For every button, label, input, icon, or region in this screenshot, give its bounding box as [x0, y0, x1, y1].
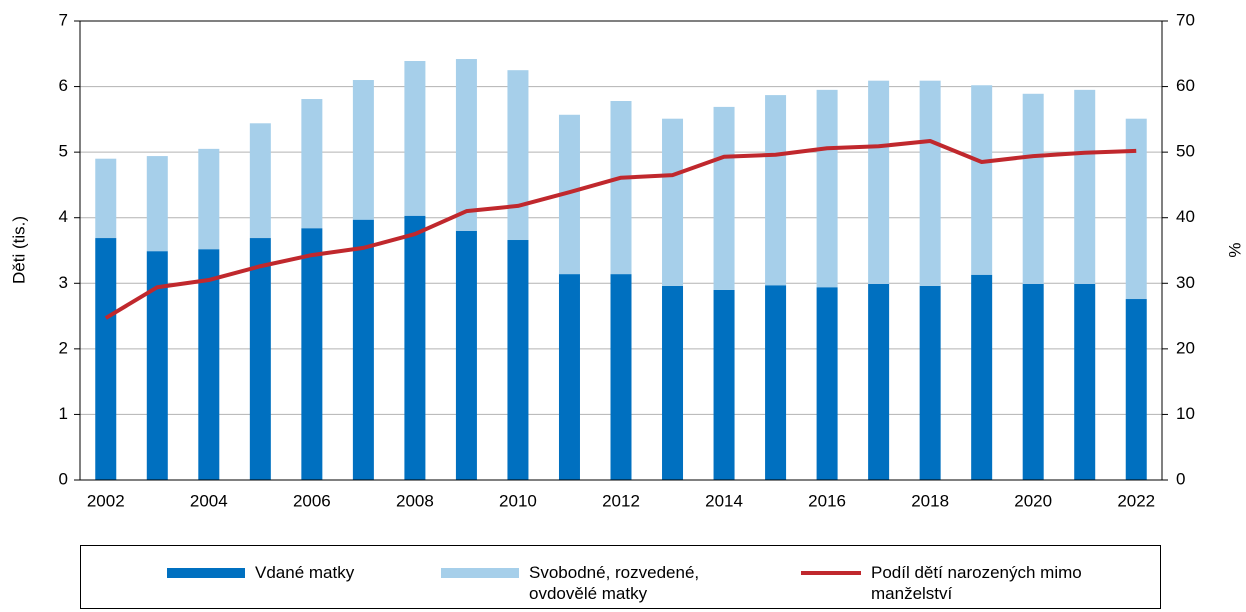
- y-tick-label: 3: [59, 273, 68, 292]
- bar: [662, 285, 684, 480]
- chart: Děti (tis.) % 01234567010203040506070200…: [9, 10, 1244, 510]
- x-tick-label: 2008: [396, 491, 434, 510]
- x-tick-label: 2012: [602, 491, 640, 510]
- bar: [455, 59, 477, 231]
- bar: [713, 106, 735, 290]
- bar: [1074, 283, 1096, 480]
- bar: [765, 95, 787, 286]
- bar: [198, 148, 220, 250]
- bar: [352, 219, 374, 480]
- bar: [919, 285, 941, 480]
- y2-tick-label: 40: [1176, 207, 1195, 226]
- x-tick-label: 2014: [705, 491, 743, 510]
- legend-label: Vdané matky: [255, 563, 355, 582]
- bar: [1125, 299, 1147, 480]
- bar: [507, 70, 529, 241]
- bar: [713, 289, 735, 480]
- legend-swatch: [167, 568, 245, 578]
- bar: [95, 238, 117, 480]
- y-axis-title: Děti (tis.): [9, 216, 28, 284]
- x-tick-label: 2010: [499, 491, 537, 510]
- bar: [971, 85, 993, 275]
- legend-item: Podíl dětí narozených mimo manželství: [801, 562, 1101, 604]
- line: [104, 138, 1137, 320]
- bar: [919, 80, 941, 286]
- bar: [868, 283, 890, 480]
- y2-tick-label: 30: [1176, 273, 1195, 292]
- legend-label: Podíl dětí narozených mimo manželství: [871, 563, 1082, 603]
- x-tick-label: 2004: [190, 491, 228, 510]
- bar: [146, 156, 168, 252]
- bar: [1125, 118, 1147, 300]
- bar: [404, 215, 426, 481]
- legend-item: Vdané matky: [167, 562, 475, 583]
- x-tick-label: 2006: [293, 491, 331, 510]
- bar: [198, 249, 220, 480]
- bar: [352, 80, 374, 220]
- plot-frame: [79, 20, 1163, 481]
- bar: [765, 285, 787, 480]
- y2-tick-label: 60: [1176, 76, 1195, 95]
- bar: [1022, 93, 1044, 284]
- bar: [301, 228, 323, 480]
- y2-tick-label: 10: [1176, 404, 1195, 423]
- bar: [1022, 283, 1044, 480]
- y2-tick-label: 0: [1176, 469, 1185, 488]
- bar: [610, 274, 632, 480]
- y2-tick-label: 50: [1176, 142, 1195, 161]
- y2-tick-label: 70: [1176, 10, 1195, 29]
- y-tick-label: 0: [59, 469, 68, 488]
- y2-tick-label: 20: [1176, 338, 1195, 357]
- x-tick-label: 2002: [87, 491, 125, 510]
- bar: [868, 80, 890, 284]
- y-tick-label: 1: [59, 404, 68, 423]
- y-tick-label: 5: [59, 142, 68, 161]
- y-tick-label: 2: [59, 338, 68, 357]
- legend-label: Svobodné, rozvedené, ovdovělé matky: [529, 563, 700, 603]
- y-tick-label: 4: [59, 207, 68, 226]
- legend-swatch: [801, 571, 861, 575]
- legend: Vdané matky Svobodné, rozvedené, ovdovělé…: [80, 545, 1161, 609]
- y-tick-label: 6: [59, 76, 68, 95]
- bar: [558, 274, 580, 480]
- bar: [558, 114, 580, 275]
- legend-rect: [167, 568, 245, 578]
- x-tick-label: 2016: [808, 491, 846, 510]
- bar: [1074, 89, 1096, 284]
- bar: [146, 251, 168, 480]
- legend-swatch: [441, 568, 519, 578]
- legend-rect: [441, 568, 519, 578]
- y2-axis-title: %: [1225, 242, 1244, 257]
- bar: [455, 230, 477, 480]
- bar: [507, 240, 529, 480]
- bar: [249, 123, 271, 239]
- bar: [249, 238, 271, 480]
- x-tick-label: 2022: [1117, 491, 1155, 510]
- bar: [301, 99, 323, 229]
- x-tick-label: 2018: [911, 491, 949, 510]
- bar: [816, 287, 838, 480]
- x-tick-label: 2020: [1014, 491, 1052, 510]
- bar: [95, 158, 117, 239]
- bar: [971, 274, 993, 480]
- legend-item: Svobodné, rozvedené, ovdovělé matky: [441, 562, 749, 604]
- bar: [610, 100, 632, 275]
- bar: [404, 60, 426, 216]
- y-tick-label: 7: [59, 10, 68, 29]
- bar: [816, 89, 838, 288]
- bar: [662, 118, 684, 286]
